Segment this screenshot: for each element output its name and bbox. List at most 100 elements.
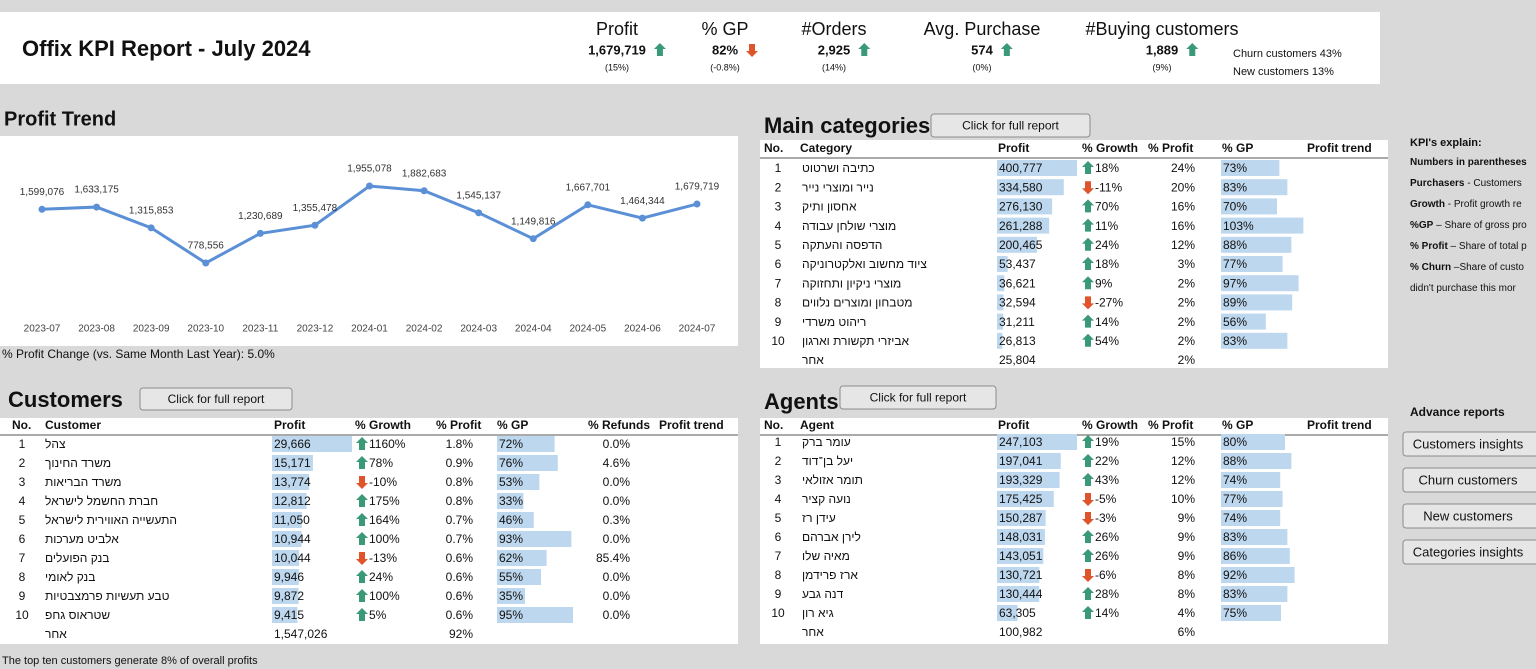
button-label[interactable]: Click for full report [962,119,1059,133]
cell: תומר אזולאי [802,473,863,487]
profit-bar [997,256,1008,272]
section-title: Main categories [764,113,930,138]
explain-title: KPI's explain: [1410,137,1482,149]
arrow-up [1186,43,1199,56]
value-label: 1,464,344 [620,196,665,207]
arrow-up [1082,473,1094,486]
cell: 6 [775,257,782,271]
cell: 10 [771,334,785,348]
profit-bar [997,453,1061,469]
x-tick-label: 2024-05 [569,324,606,335]
button-label[interactable]: Click for full report [168,392,265,406]
arrow-up [1082,454,1094,467]
cell: 5 [775,511,782,525]
profit-bar [272,607,298,623]
cell: 80% [1223,435,1247,449]
cell: 1 [775,435,782,449]
button[interactable] [839,385,997,410]
cell: 0.0% [603,437,631,451]
report-button[interactable] [1402,503,1536,529]
cell: 53,437 [999,257,1036,271]
cell: 1 [19,437,26,451]
cell: 0.6% [446,589,474,603]
cell: 15% [1171,435,1195,449]
value-label: 1,882,683 [402,168,447,179]
arrow-up [1082,276,1094,290]
button-label[interactable]: Click for full report [870,391,967,405]
kpi-value: 1,889 [1146,42,1179,57]
explain-text: –Share of custo [1451,262,1524,273]
cell: 0.0% [603,608,631,622]
cell: 12% [1171,238,1195,252]
gp-bar [1221,491,1283,507]
cell: 18% [1095,257,1119,271]
arrow-down [1082,296,1094,310]
gp-bar [497,550,547,566]
cell: ריהוט משרדי [802,315,866,329]
cell: ציוד מחשוב ואלקטרוניקה [802,257,927,271]
cell: 12,812 [274,494,311,508]
point [93,203,101,211]
cell: 0.8% [446,494,474,508]
cell: 88% [1223,454,1247,468]
arrow-down [1082,181,1094,195]
report-button-label[interactable]: Categories insights [1413,544,1524,559]
report-button-label[interactable]: New customers [1423,508,1513,523]
arrow-up [356,589,368,602]
x-tick-label: 2024-01 [351,324,388,335]
button[interactable] [139,387,293,411]
report-button[interactable] [1402,539,1536,565]
report-button-label[interactable]: Customers insights [1413,436,1524,451]
cell: 76% [499,456,523,470]
profit-bar [272,588,299,604]
cell: 247,103 [999,435,1043,449]
cell: הדפסה והעתקה [802,238,882,252]
gp-bar [1221,332,1288,349]
cell: 9% [1095,276,1113,290]
profit-bar [272,455,313,471]
cell: נייר ומוצרי נייר [802,180,874,194]
kpi-label: Profit [596,19,638,39]
explain-term: Numbers in parentheses [1410,157,1527,168]
value-label: 1,545,137 [456,190,501,201]
arrow-up [1082,435,1094,448]
column-header: Category [800,141,852,155]
profit-bar [272,512,302,528]
gp-bar [497,531,572,547]
arrow-down [1082,512,1094,525]
button[interactable] [930,113,1091,138]
column-header: % Growth [355,418,411,432]
kpi-value: 82% [712,42,738,57]
point [475,209,483,217]
cell: 29,666 [274,437,311,451]
cell: 5% [369,608,387,622]
cell: 26% [1095,549,1119,563]
report-button[interactable] [1402,431,1536,457]
column-header: % Growth [1082,141,1138,155]
advance-title: Advance reports [1410,405,1505,419]
column-header: % GP [497,418,528,432]
chart-title: Profit Trend [4,108,116,130]
column-header: Profit [998,418,1029,432]
cell: 175% [369,494,400,508]
profit-bar [997,510,1046,526]
cell: 100% [369,589,400,603]
arrow-up [356,456,368,469]
report-button[interactable] [1402,467,1536,493]
cell: אחר [802,353,824,367]
section-title: Customers [8,387,123,412]
column-header: Profit trend [1307,141,1372,155]
x-tick-label: 2024-07 [679,324,716,335]
cell: 103% [1223,219,1254,233]
cell: 97% [1223,276,1247,290]
cell: נועה קציר [802,492,851,506]
report-button-label[interactable]: Churn customers [1419,472,1518,487]
arrow-down [356,552,368,565]
report-title: Offix KPI Report - July 2024 [22,36,311,61]
cell: 0.9% [446,456,474,470]
x-tick-label: 2023-07 [24,324,61,335]
cell: 2 [19,456,26,470]
arrow-down [746,44,759,57]
point [420,187,428,195]
